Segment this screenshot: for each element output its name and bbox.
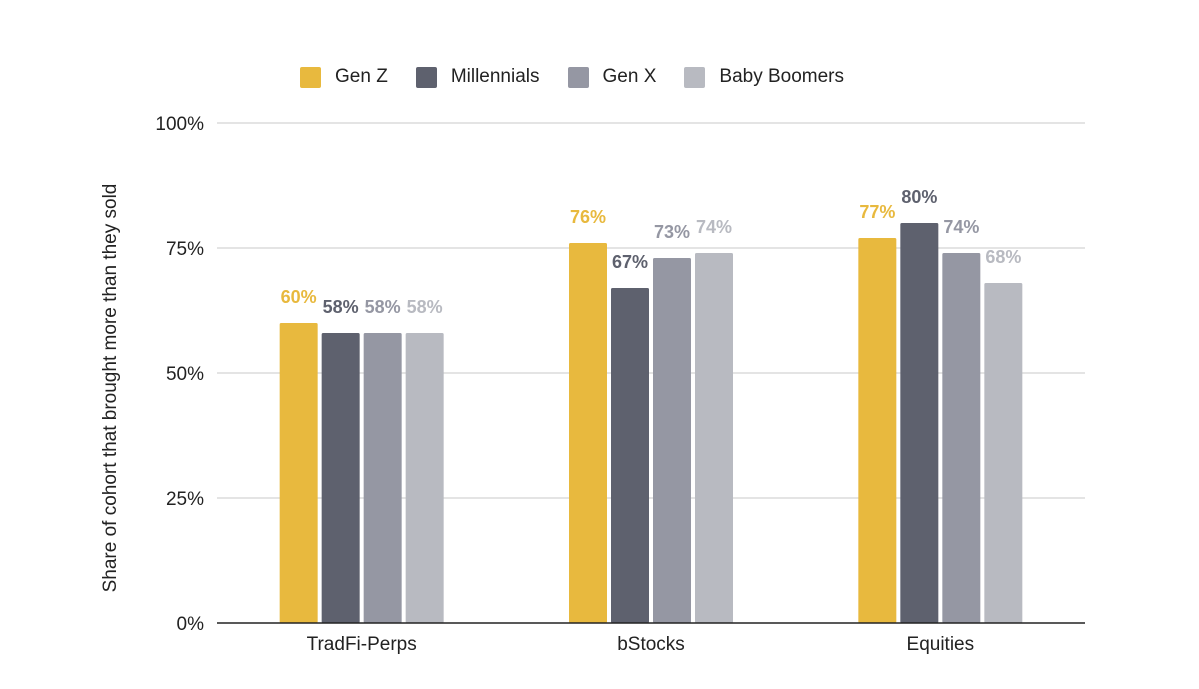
y-tick-label: 75% [166,239,204,260]
bar-value-label: 68% [985,247,1021,267]
legend-swatch-baby-boomers [684,66,706,88]
bar-value-label: 58% [407,297,443,317]
bar [405,333,444,623]
bar [900,223,939,623]
bar [858,238,897,623]
legend-item-millennials: Millennials [415,66,540,88]
bar-value-label: 80% [901,187,937,207]
bar [984,283,1023,623]
bar [569,243,607,623]
legend-label: Gen Z [335,66,388,87]
legend-swatch-millennials [415,66,437,88]
y-axis-title: Share of cohort that brought more than t… [100,184,121,593]
bar [363,333,402,623]
legend-item-baby-boomers: Baby Boomers [684,66,844,88]
bar-value-label: 58% [365,297,401,317]
bar-value-label: 67% [612,252,648,272]
x-tick-label: TradFi-Perps [307,634,417,655]
bar [321,333,360,623]
y-tick-label: 50% [166,364,204,385]
legend-item-gen-z: Gen Z [300,66,388,88]
x-tick-label: Equities [907,634,975,655]
legend-label: Gen X [602,66,657,87]
bar [279,323,318,623]
legend: Gen Z Millennials Gen X Baby Boomers [300,66,872,88]
bar-value-label: 76% [570,207,606,227]
legend-item-gen-x: Gen X [567,66,657,88]
bar [942,253,981,623]
bar-value-label: 77% [859,202,895,222]
bar [611,288,649,623]
bar-value-label: 74% [696,217,732,237]
bar-value-label: 73% [654,222,690,242]
y-tick-label: 25% [166,489,204,510]
y-tick-label: 0% [177,614,205,635]
legend-swatch-gen-z [300,66,321,88]
bar-value-label: 58% [323,297,359,317]
bar [653,258,691,623]
bar [695,253,733,623]
legend-swatch-gen-x [567,66,589,88]
bar-value-label: 60% [281,287,317,307]
x-tick-label: bStocks [617,634,685,655]
legend-label: Millennials [450,66,540,87]
y-tick-label: 100% [155,114,204,135]
legend-label: Baby Boomers [719,66,845,87]
bar-value-label: 74% [943,217,979,237]
